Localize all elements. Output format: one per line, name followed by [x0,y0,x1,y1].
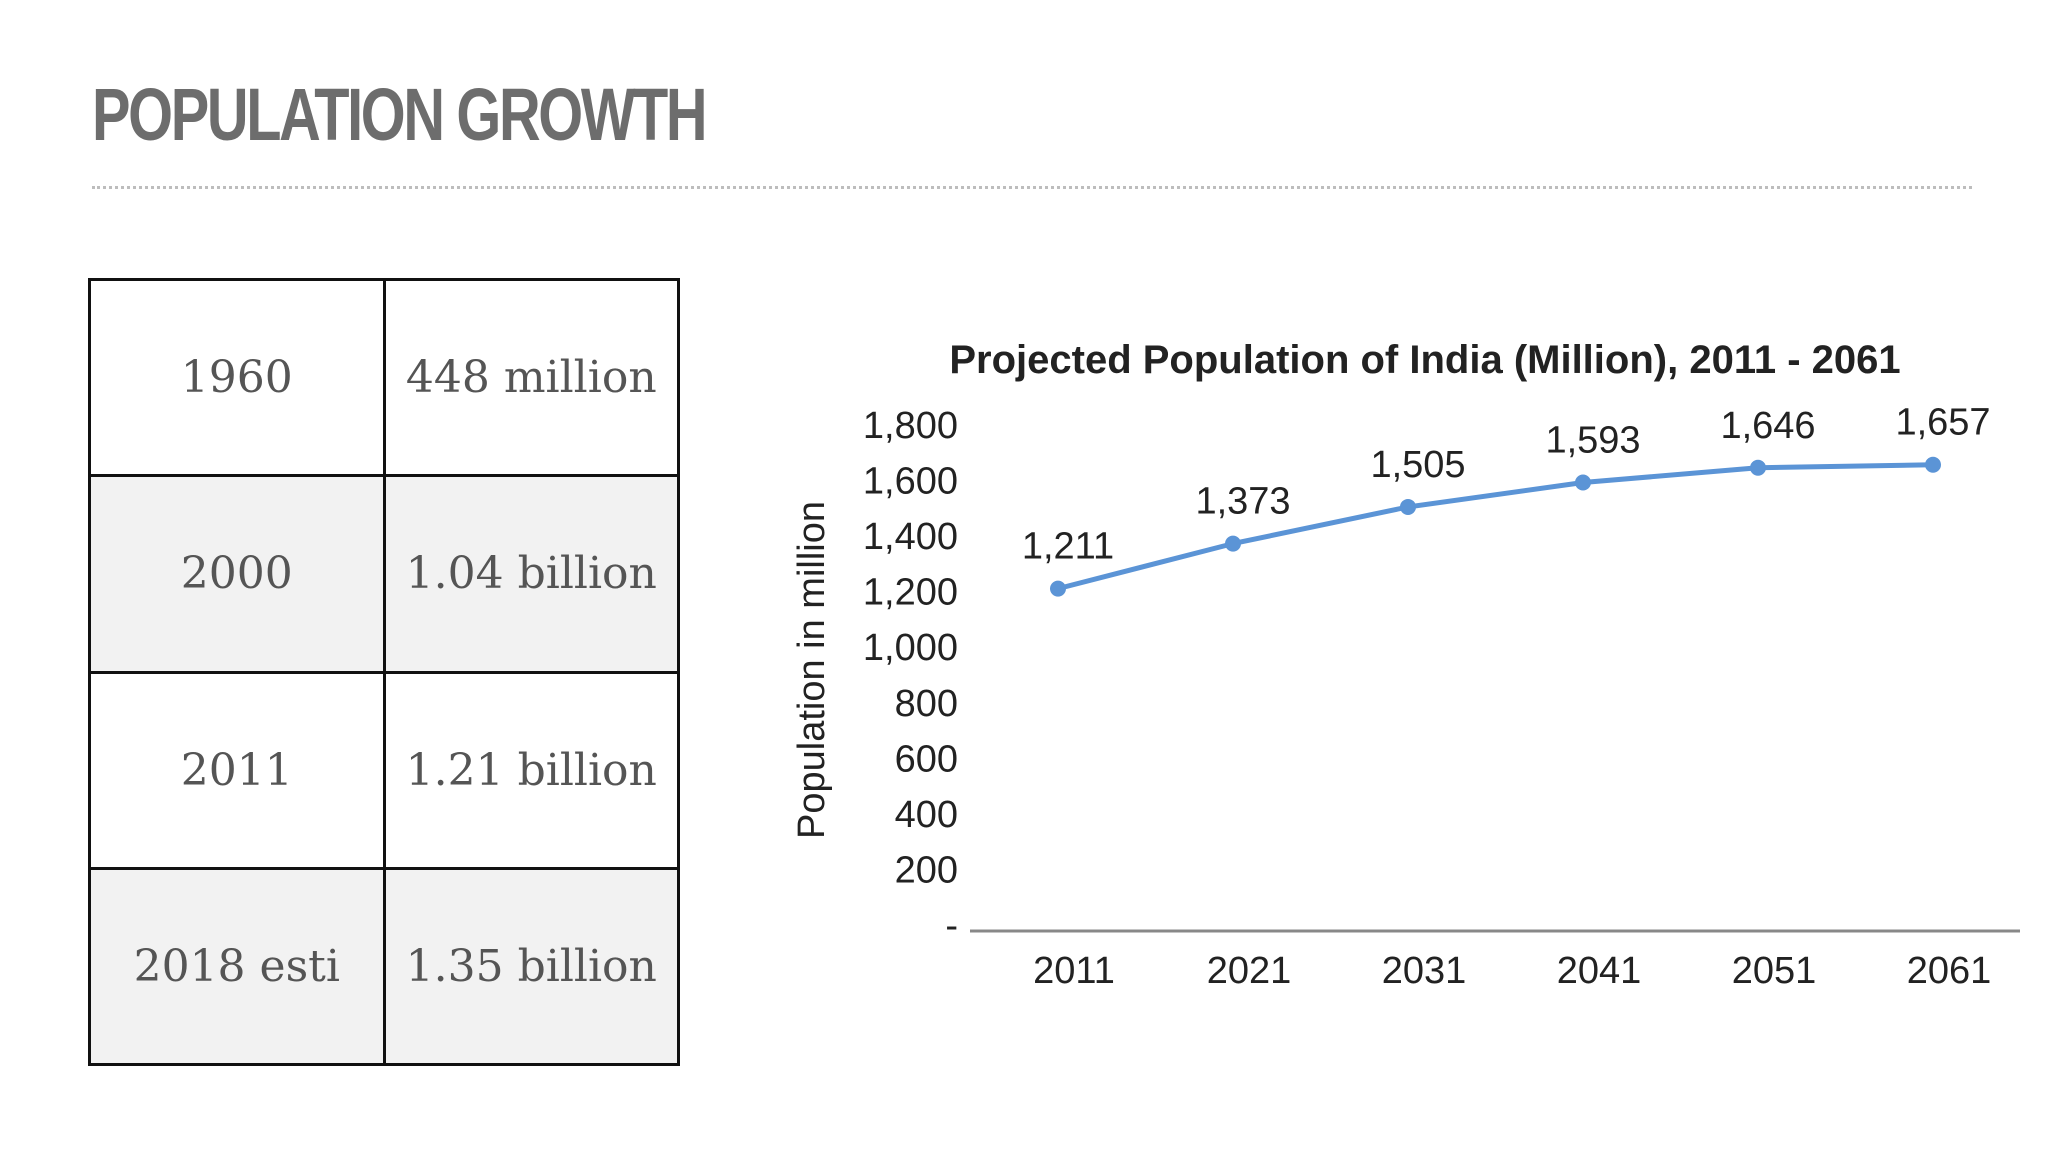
data-label: 1,505 [1370,444,1465,486]
y-tick-label: 1,800 [863,405,958,447]
year-cell: 2018 esti [88,866,386,1067]
table-row: 2018 esti 1.35 billion [88,866,680,1067]
slide-title: POPULATION GROWTH [92,73,708,156]
x-axis-ticks: 2011 2021 2031 2041 2051 2061 [1033,950,1991,992]
population-cell: 448 million [382,277,680,478]
year-cell: 2011 [88,670,386,870]
y-tick-label: - [945,905,958,947]
series-points [1050,456,1941,597]
data-point [1050,580,1066,597]
y-tick-label: 1,000 [863,627,958,669]
population-cell: 1.35 billion [382,866,680,1067]
population-cell: 1.21 billion [382,670,680,870]
y-tick-label: 600 [895,738,958,780]
y-tick-label: 200 [895,849,958,891]
data-label: 1,373 [1195,481,1290,523]
data-point [1400,498,1416,515]
data-label: 1,657 [1895,402,1990,444]
x-tick-label: 2061 [1907,950,1992,992]
x-tick-label: 2021 [1207,950,1292,992]
x-tick-label: 2051 [1732,950,1817,992]
data-label: 1,646 [1720,405,1815,447]
x-tick-label: 2041 [1557,950,1642,992]
data-labels: 1,211 1,373 1,505 1,593 1,646 1,657 [1022,402,1991,568]
data-label: 1,593 [1545,420,1640,462]
data-point [1575,474,1591,491]
series-line [1057,462,1934,592]
table-row: 2000 1.04 billion [88,474,680,674]
y-tick-label: 800 [895,683,958,725]
data-point [1925,456,1941,473]
y-tick-label: 400 [895,794,958,836]
y-axis-ticks: - 200 400 600 800 1,000 1,200 1,400 1,600 1,800 [863,405,958,947]
x-tick-label: 2031 [1382,950,1467,992]
title-divider [92,186,1972,189]
table-row: 2011 1.21 billion [88,670,680,870]
data-point [1750,459,1766,476]
table-row: 1960 448 million [88,277,680,478]
population-cell: 1.04 billion [382,474,680,674]
population-table: 1960 448 million 2000 1.04 billion 2011 … [88,277,680,1067]
x-tick-label: 2011 [1033,950,1115,992]
year-cell: 1960 [88,277,386,478]
y-tick-label: 1,200 [863,572,958,614]
y-axis-label: Population in million [791,501,833,839]
year-cell: 2000 [88,474,386,674]
chart-title: Projected Population of India (Million),… [949,338,1900,382]
y-tick-label: 1,400 [863,516,958,558]
data-label: 1,211 [1022,526,1114,568]
y-tick-label: 1,600 [863,461,958,503]
data-point [1225,535,1241,552]
